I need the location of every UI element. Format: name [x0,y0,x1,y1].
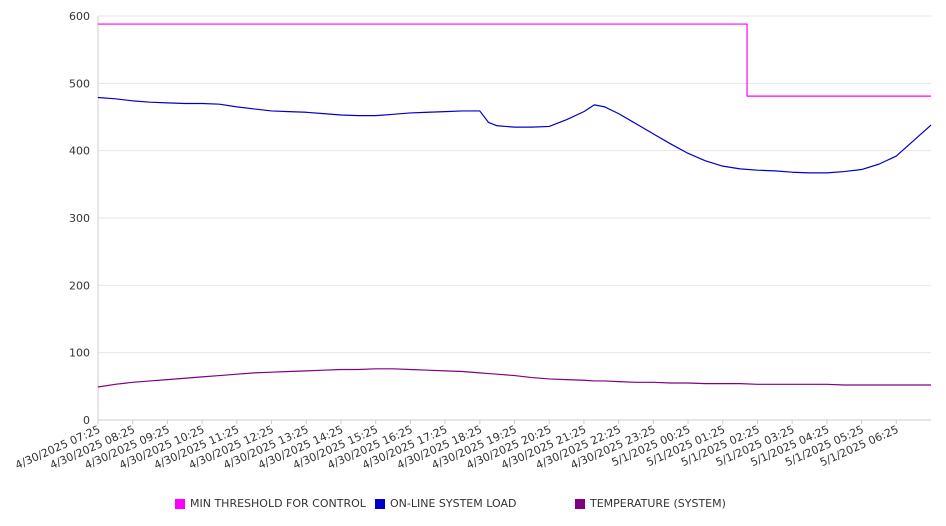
legend-item-system-load[interactable]: ON-LINE SYSTEM LOAD [375,497,516,510]
gridlines [98,15,931,354]
y-tick-label: 500 [69,77,90,90]
y-tick-label: 0 [83,414,90,427]
legend: MIN THRESHOLD FOR CONTROL ON-LINE SYSTEM… [0,497,946,515]
y-tick-label: 200 [69,279,90,292]
legend-item-temperature[interactable]: TEMPERATURE (SYSTEM) [575,497,726,510]
axes [97,16,931,424]
x-axis-tick-labels: 4/30/2025 07:254/30/2025 08:254/30/2025 … [13,423,900,472]
legend-swatch-min-threshold [175,498,185,509]
y-tick-label: 600 [69,10,90,23]
series-line-1 [97,96,932,174]
y-axis-tick-labels: 0 100 200 300 400 500 600 [69,10,90,427]
legend-label-temperature: TEMPERATURE (SYSTEM) [590,497,726,510]
legend-label-system-load: ON-LINE SYSTEM LOAD [390,497,517,510]
legend-swatch-temperature [575,498,585,509]
legend-swatch-system-load [375,498,385,509]
legend-label-min-threshold: MIN THRESHOLD FOR CONTROL [190,497,366,510]
series-line-0 [98,23,931,97]
y-tick-label: 100 [69,347,90,360]
legend-item-min-threshold[interactable]: MIN THRESHOLD FOR CONTROL [175,497,366,510]
series-lines [97,23,932,388]
series-line-2 [97,368,931,388]
y-tick-label: 300 [69,212,90,225]
y-tick-label: 400 [69,145,90,158]
